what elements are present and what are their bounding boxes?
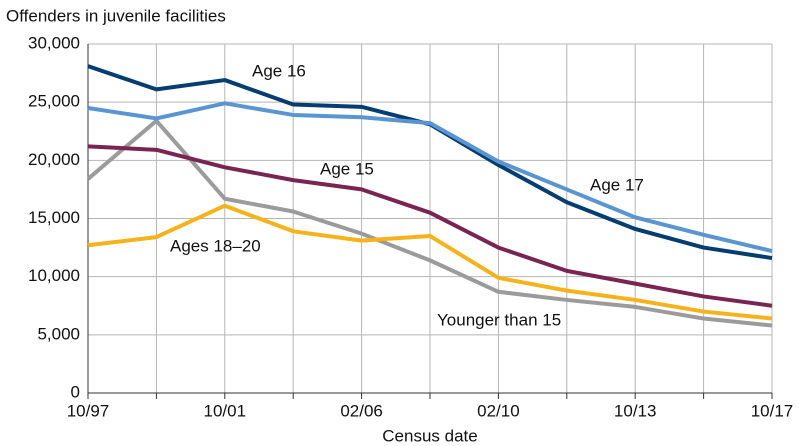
series-label: Age 16	[252, 61, 306, 80]
y-tick-label: 15,000	[28, 208, 80, 227]
x-tick-label: 10/97	[67, 401, 110, 420]
series-line	[86, 118, 773, 328]
x-axis-label: Census date	[382, 426, 477, 445]
y-tick-label: 10,000	[28, 266, 80, 285]
series-label: Ages 18–20	[170, 236, 261, 255]
x-tick-label: 10/01	[204, 401, 247, 420]
x-tick-label: 10/13	[614, 401, 657, 420]
series-label: Age 15	[320, 159, 374, 178]
series-line	[87, 203, 773, 321]
x-tick-label: 02/06	[340, 401, 383, 420]
x-tick-label: 10/17	[751, 401, 794, 420]
series-label: Age 17	[590, 175, 644, 194]
y-tick-label: 0	[71, 382, 80, 401]
y-tick-label: 25,000	[28, 92, 80, 111]
y-tick-label: 5,000	[37, 324, 80, 343]
series-line	[87, 101, 773, 254]
y-tick-label: 20,000	[28, 150, 80, 169]
series-label: Younger than 15	[437, 310, 561, 329]
y-tick-label: 30,000	[28, 33, 80, 52]
series-line	[87, 144, 773, 308]
y-axis-label: Offenders in juvenile facilities	[6, 6, 226, 25]
x-tick-label: 02/10	[477, 401, 520, 420]
